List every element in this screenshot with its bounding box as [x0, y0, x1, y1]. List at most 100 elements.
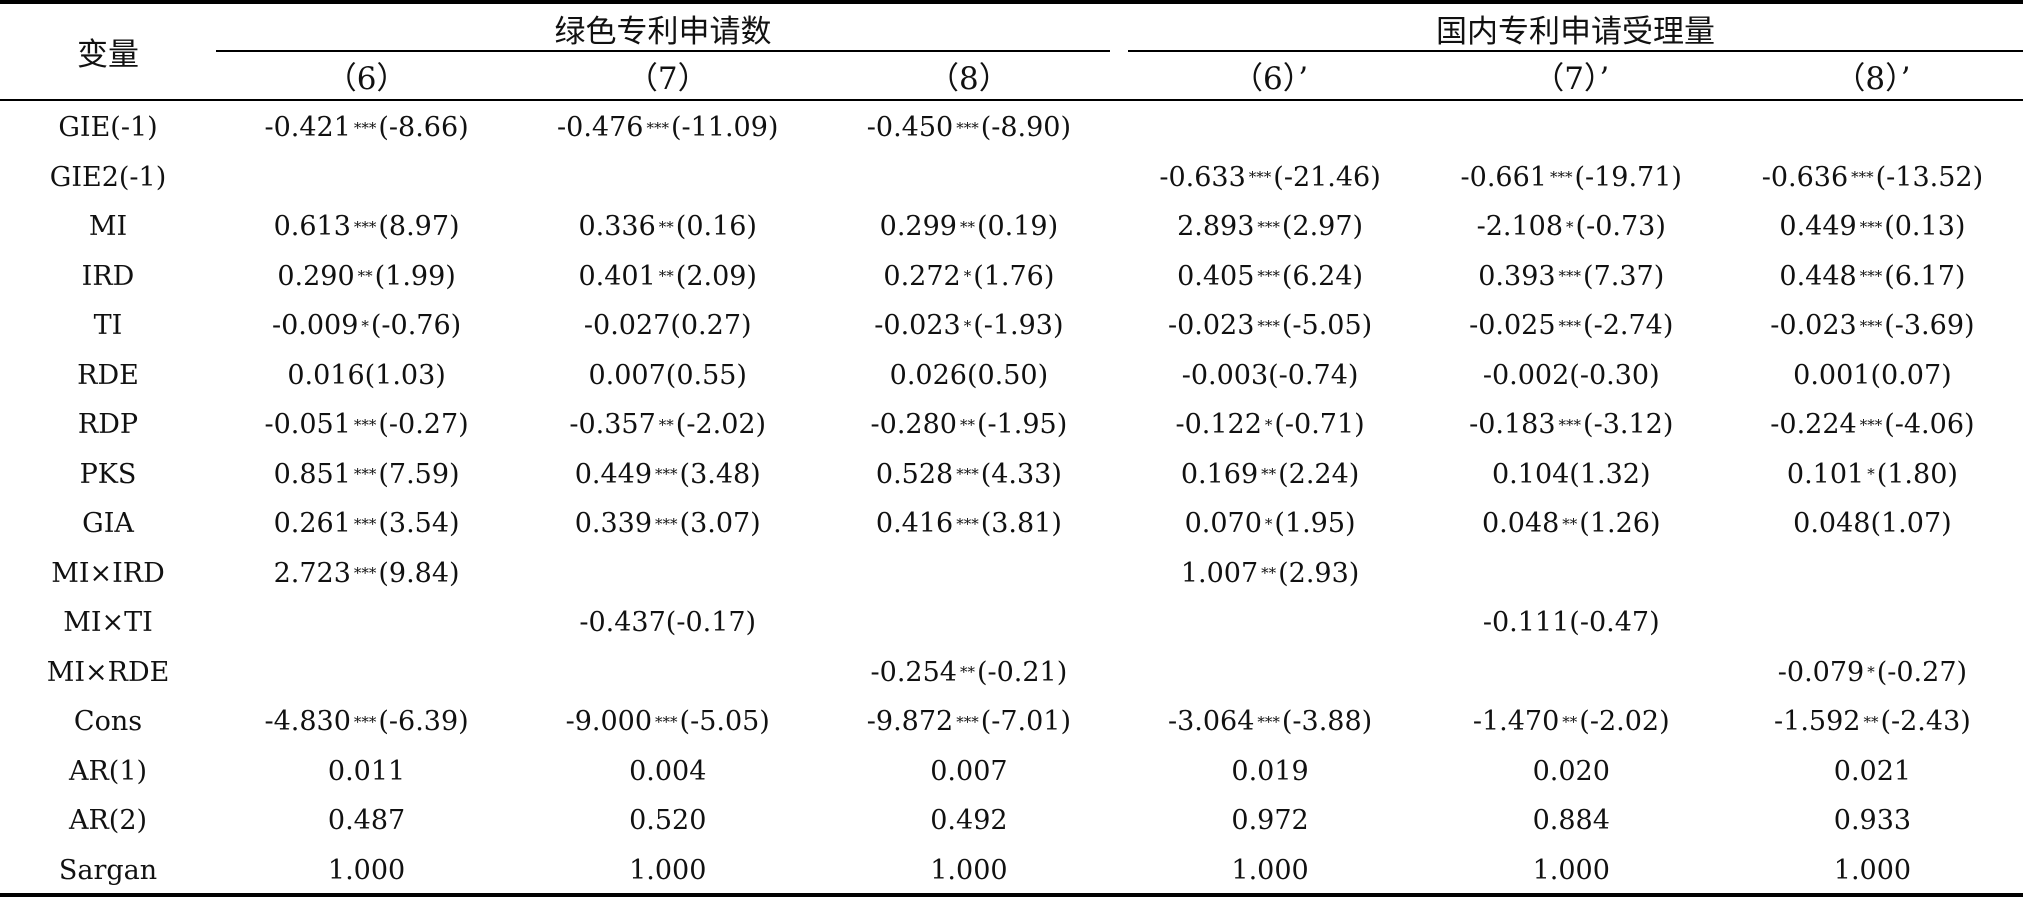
table-cell: 0.336 ** (0.16)	[578, 211, 757, 243]
table-cell: 0.169 ** (2.24)	[1180, 458, 1360, 490]
table-cell: -9.000 *** (-5.05)	[565, 706, 770, 738]
table-cell	[517, 549, 818, 599]
table-cell: 0.261 *** (3.54)	[273, 508, 460, 540]
column-header: （7）	[626, 61, 709, 97]
row-label: MI	[88, 211, 128, 243]
table-cell	[517, 153, 818, 203]
coefficient-value: -0.025	[1469, 310, 1556, 342]
coefficient-value: -0.079	[1777, 656, 1865, 688]
coefficient-value: 0.101	[1786, 458, 1865, 490]
coefficient-value: 0.048	[1793, 508, 1871, 540]
coefficient-value: -0.476	[557, 112, 644, 144]
table-cell: 0.299 ** (0.19)	[879, 211, 1059, 243]
table-cell: -0.254 ** (-0.21)	[870, 656, 1068, 688]
table-cell	[818, 598, 1119, 648]
coefficient-value: 0.405	[1177, 260, 1255, 292]
coefficient-value: 1.000	[930, 854, 1008, 886]
coefficient-value: -0.633	[1159, 161, 1246, 193]
table-cell: 0.070 * (1.95)	[1184, 508, 1356, 540]
table-cell	[1722, 103, 2023, 153]
table-cell	[818, 153, 1119, 203]
table-cell: 0.272 * (1.76)	[883, 260, 1055, 292]
coefficient-value: 0.528	[875, 458, 954, 490]
row-label: MI×RDE	[46, 656, 170, 688]
table-cell: 2.723 *** (9.84)	[273, 557, 460, 589]
coefficient-value: 0.613	[273, 211, 351, 243]
t-statistic: (-11.09)	[670, 112, 779, 144]
coefficient-value: 1.000	[1231, 854, 1309, 886]
coefficient-value: 0.272	[883, 260, 961, 292]
table-cell: -0.079 * (-0.27)	[1777, 656, 1968, 688]
table-cell	[216, 598, 517, 648]
t-statistic: (3.07)	[679, 508, 761, 540]
table-cell	[818, 549, 1119, 599]
coefficient-value: 2.893	[1177, 211, 1255, 243]
table-cell: 0.884	[1421, 796, 1722, 846]
t-statistic: (3.48)	[679, 458, 761, 490]
table-cell	[1120, 648, 1421, 698]
table-cell: 0.104 (1.32)	[1421, 450, 1722, 500]
table-cell: 1.000	[1722, 846, 2023, 896]
table-cell	[1120, 598, 1421, 648]
table-cell: -1.470 ** (-2.02)	[1472, 706, 1670, 738]
table-cell: -2.108 * (-0.73)	[1476, 211, 1666, 243]
coefficient-value: -0.661	[1460, 161, 1547, 193]
row-label: Cons	[73, 706, 143, 738]
t-statistic: (-8.90)	[980, 112, 1072, 144]
t-statistic: (4.33)	[980, 458, 1062, 490]
row-label: GIE(-1)	[58, 112, 158, 144]
table-cell: -0.421 *** (-8.66)	[264, 112, 469, 144]
coefficient-value: -0.003	[1181, 359, 1269, 391]
t-statistic: (1.99)	[374, 260, 456, 292]
table-cell: 0.048 ** (1.26)	[1482, 508, 1661, 540]
t-statistic: (-0.17)	[665, 607, 757, 639]
t-statistic: (1.95)	[1274, 508, 1356, 540]
table-cell: 0.001 (0.07)	[1722, 351, 2023, 401]
t-statistic: (-0.73)	[1575, 211, 1666, 243]
column-header: （8）’	[1834, 61, 1911, 97]
t-statistic: (2.24)	[1278, 458, 1360, 490]
table-cell: 0.528 *** (4.33)	[875, 458, 1062, 490]
table-cell: -0.636 *** (-13.52)	[1761, 161, 1984, 193]
table-cell: -0.183 *** (-3.12)	[1469, 409, 1674, 441]
t-statistic: (6.24)	[1281, 260, 1364, 292]
t-statistic: (0.55)	[665, 359, 747, 391]
stub-header: 变量	[77, 37, 139, 73]
t-statistic: (-7.01)	[980, 706, 1072, 738]
t-statistic: (-0.21)	[976, 656, 1068, 688]
column-header: （8）	[928, 61, 1010, 97]
table-cell	[1421, 103, 1722, 153]
t-statistic: (0.27)	[670, 310, 752, 342]
table-cell: 0.019	[1120, 747, 1421, 797]
group-underline-domestic-patents	[1128, 50, 2023, 52]
table-cell: 0.405 *** (6.24)	[1177, 260, 1364, 292]
coefficient-value: -0.111	[1482, 607, 1570, 639]
t-statistic: (-1.93)	[973, 310, 1064, 342]
t-statistic: (-2.74)	[1583, 310, 1674, 342]
coefficient-value: 0.449	[1779, 211, 1857, 243]
group-header-domestic-patents: 国内专利申请受理量	[1436, 13, 1715, 50]
t-statistic: (-0.30)	[1569, 359, 1660, 391]
coefficient-value: 0.487	[327, 805, 406, 837]
table-cell: 0.026 (0.50)	[818, 351, 1119, 401]
table-cell: 0.016 (1.03)	[216, 351, 517, 401]
table-cell: -0.450 *** (-8.90)	[866, 112, 1072, 144]
coefficient-value: -0.421	[264, 112, 351, 144]
row-label: MI×IRD	[51, 557, 165, 589]
table-cell: 0.393 *** (7.37)	[1478, 260, 1665, 292]
coefficient-value: -0.450	[866, 112, 954, 144]
column-header: （6）’	[1232, 61, 1309, 97]
coefficient-value: -0.002	[1482, 359, 1570, 391]
table-cell: 0.449 *** (0.13)	[1779, 211, 1966, 243]
coefficient-value: 0.020	[1532, 755, 1610, 787]
t-statistic: (-5.05)	[679, 706, 770, 738]
coefficient-value: 0.851	[273, 458, 351, 490]
t-statistic: (2.09)	[675, 260, 757, 292]
bottom-rule	[0, 893, 2023, 897]
t-statistic: (1.76)	[973, 260, 1055, 292]
group-underline-green-patents	[216, 50, 1110, 52]
top-rule	[0, 0, 2023, 4]
coefficient-value: 0.290	[277, 260, 355, 292]
coefficient-value: 0.104	[1492, 458, 1570, 490]
coefficient-value: 0.004	[629, 755, 707, 787]
